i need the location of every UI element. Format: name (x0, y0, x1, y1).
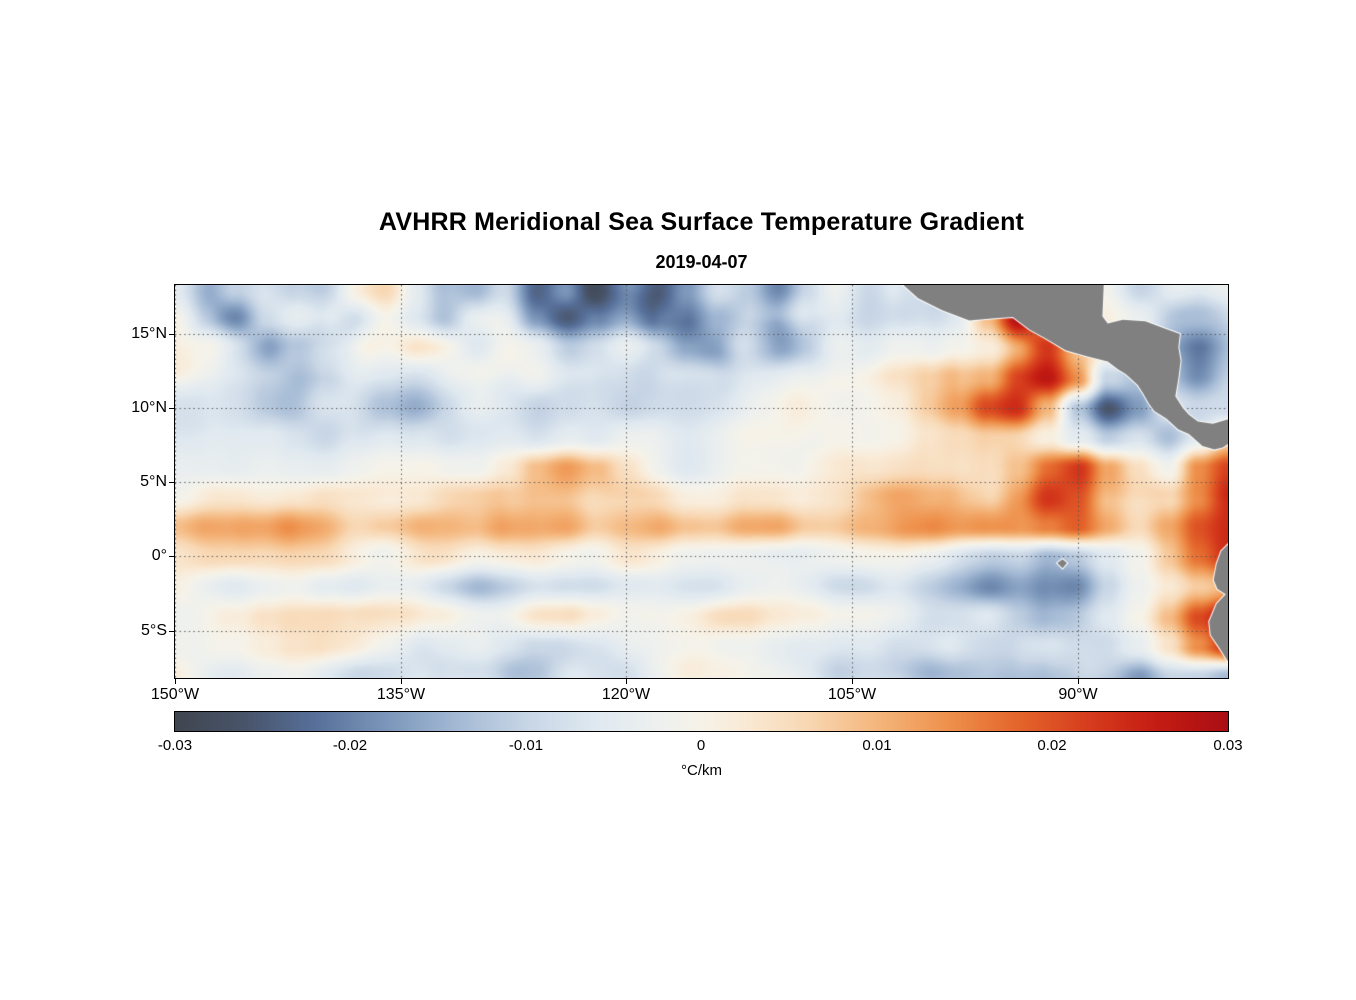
y-tick-label-5s: 5°S (141, 622, 167, 639)
x-tick-label-90w: 90°W (1058, 686, 1098, 703)
y-axis-tick-mark (169, 556, 174, 557)
y-axis-tick-mark (169, 631, 174, 632)
x-tick-label-120w: 120°W (601, 686, 651, 703)
colorbar-tick-label: -0.02 (332, 737, 368, 754)
x-axis-tick-mark (626, 679, 627, 684)
colorbar-tick-label: -0.01 (508, 737, 544, 754)
y-axis-tick-mark (169, 482, 174, 483)
x-tick-label-105w: 105°W (827, 686, 877, 703)
x-axis-tick-mark (1078, 679, 1079, 684)
y-tick-label-15n: 15°N (131, 325, 167, 342)
sst-gradient-heatmap-canvas (175, 285, 1228, 678)
colorbar-tick-label: 0.02 (1037, 737, 1067, 754)
colorbar (174, 711, 1229, 732)
colorbar-unit-label: °C/km (681, 762, 722, 779)
y-axis-tick-mark (169, 408, 174, 409)
x-axis-tick-mark (175, 679, 176, 684)
map-plot-area (174, 284, 1229, 679)
x-axis-tick-mark (852, 679, 853, 684)
x-axis-tick-mark (401, 679, 402, 684)
y-tick-label-10n: 10°N (131, 399, 167, 416)
chart-title: AVHRR Meridional Sea Surface Temperature… (378, 208, 1025, 236)
colorbar-tick-label: 0.01 (862, 737, 892, 754)
colorbar-gradient-canvas (175, 712, 1228, 731)
colorbar-tick-label: 0.03 (1213, 737, 1243, 754)
colorbar-tick-label: -0.03 (157, 737, 193, 754)
x-tick-label-150w: 150°W (150, 686, 200, 703)
y-axis-tick-mark (169, 334, 174, 335)
x-tick-label-135w: 135°W (376, 686, 426, 703)
chart-subtitle: 2019-04-07 (655, 252, 748, 272)
y-tick-label-5n: 5°N (140, 473, 167, 490)
y-tick-label-0: 0° (151, 547, 167, 564)
colorbar-tick-label: 0 (696, 737, 706, 754)
